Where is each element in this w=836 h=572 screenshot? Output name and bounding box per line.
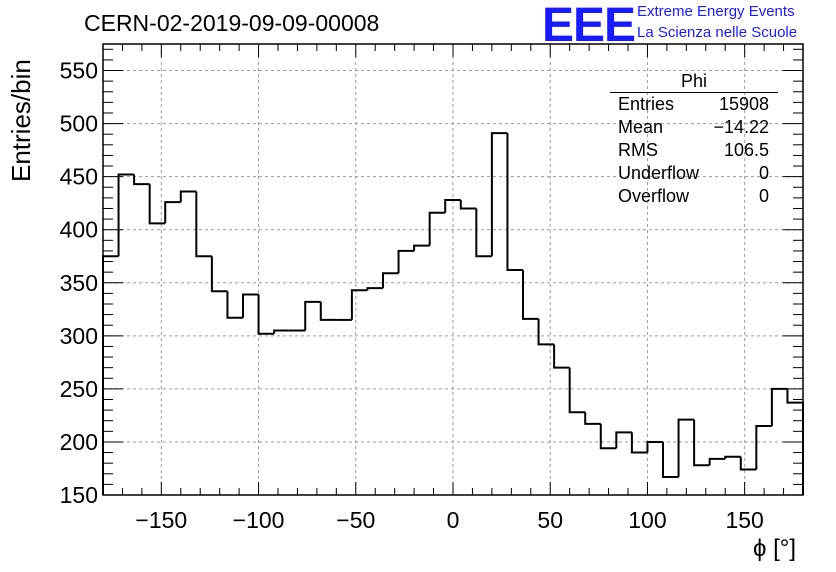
stats-row-entries: Entries 15908 [610,93,778,116]
histogram-bin [102,255,119,495]
stats-row-mean: Mean −14.22 [610,116,778,139]
stats-value: −14.22 [713,117,769,137]
histogram-bin [304,300,321,331]
histogram-bin [179,190,197,203]
histogram-bin [522,270,539,320]
histogram-bin [786,388,804,495]
histogram-bin [164,201,181,224]
stats-label: Mean [618,117,664,137]
histogram-bin [693,419,710,467]
histogram-bin [133,174,150,186]
histogram-bin [755,425,772,470]
stats-label: Underflow [618,163,700,183]
stats-row-overflow: Overflow 0 [610,185,778,208]
x-tick-label: −50 [336,507,375,533]
histogram-bin [117,173,135,257]
y-tick-label: 250 [60,376,98,402]
stats-value: 106.5 [723,140,769,160]
y-tick-label: 450 [60,164,98,190]
stats-row-rms: RMS 106.5 [610,139,778,162]
histogram-bin [397,249,415,274]
histogram-bin [366,287,383,291]
chart-title: CERN-02-2019-09-09-00008 [84,10,380,36]
grid-lines [103,44,803,495]
histogram-bin [319,301,337,321]
histogram-bins [102,132,804,495]
histogram-bin [708,457,726,466]
y-tick-label: 400 [60,217,98,243]
stats-box: Phi Entries 15908 Mean −14.22 RMS 106.5 … [610,70,778,208]
histogram-bin [770,387,788,427]
histogram-bin [350,289,368,320]
y-tick-label: 350 [60,270,98,296]
histogram-bin [273,329,290,334]
stats-label: Overflow [618,186,690,206]
histogram-bin [444,198,461,213]
histogram-bin [148,184,166,225]
histogram-bin [537,318,555,346]
histogram-bin [584,412,601,425]
histogram-bin [428,211,446,246]
histogram-bin [677,418,695,477]
histogram-bin [662,441,679,478]
x-axis-label: ϕ [°] [753,535,797,562]
tick-labels: −150 −100 −50 0 50 100 150 150 200 250 300 350 400 45… [60,58,764,533]
histogram-bin [506,133,523,272]
stats-label: Entries [618,94,675,114]
x-tick-label: 150 [725,507,763,533]
y-axis-label: Entries/bin [6,59,36,182]
histogram-bin [739,456,757,471]
logo-text-line2: La Scienza nelle Scuole [637,24,798,41]
y-tick-label: 550 [60,58,98,84]
stats-row-underflow: Underflow 0 [610,162,778,185]
stats-label: RMS [618,140,658,160]
histogram-bin [382,272,399,289]
histogram-bin [475,208,492,258]
y-tick-label: 150 [60,482,98,508]
stats-value: 0 [758,163,769,183]
x-tick-label: 50 [537,507,563,533]
eee-logo: EEE [542,0,636,52]
stats-box-name: Phi [610,70,778,93]
logo-text-line1: Extreme Energy Events [637,3,795,20]
histogram-bin [553,344,570,369]
x-tick-label: 100 [628,507,666,533]
histogram-bin [599,423,617,450]
histogram-bin [226,291,243,319]
histogram-bin [490,132,508,257]
histogram-bin [615,431,632,449]
histogram-bin [724,455,741,459]
histogram-bin [568,367,586,414]
histogram-bin [459,199,477,210]
histogram-bin [195,191,212,258]
histogram-bin [630,432,648,454]
x-tick-label: −150 [135,507,187,533]
y-tick-label: 500 [60,111,98,137]
histogram-bin [413,244,430,251]
tick-marks [102,44,804,496]
stats-value: 0 [758,186,769,206]
x-tick-label: −100 [233,507,285,533]
y-tick-label: 300 [60,323,98,349]
histogram-bin [257,294,275,335]
histogram-bin [210,256,228,293]
stats-value: 15908 [718,94,769,114]
histogram-bin [646,440,663,453]
x-tick-label: 0 [447,507,460,533]
y-tick-label: 200 [60,429,98,455]
histogram-bin [242,293,259,318]
